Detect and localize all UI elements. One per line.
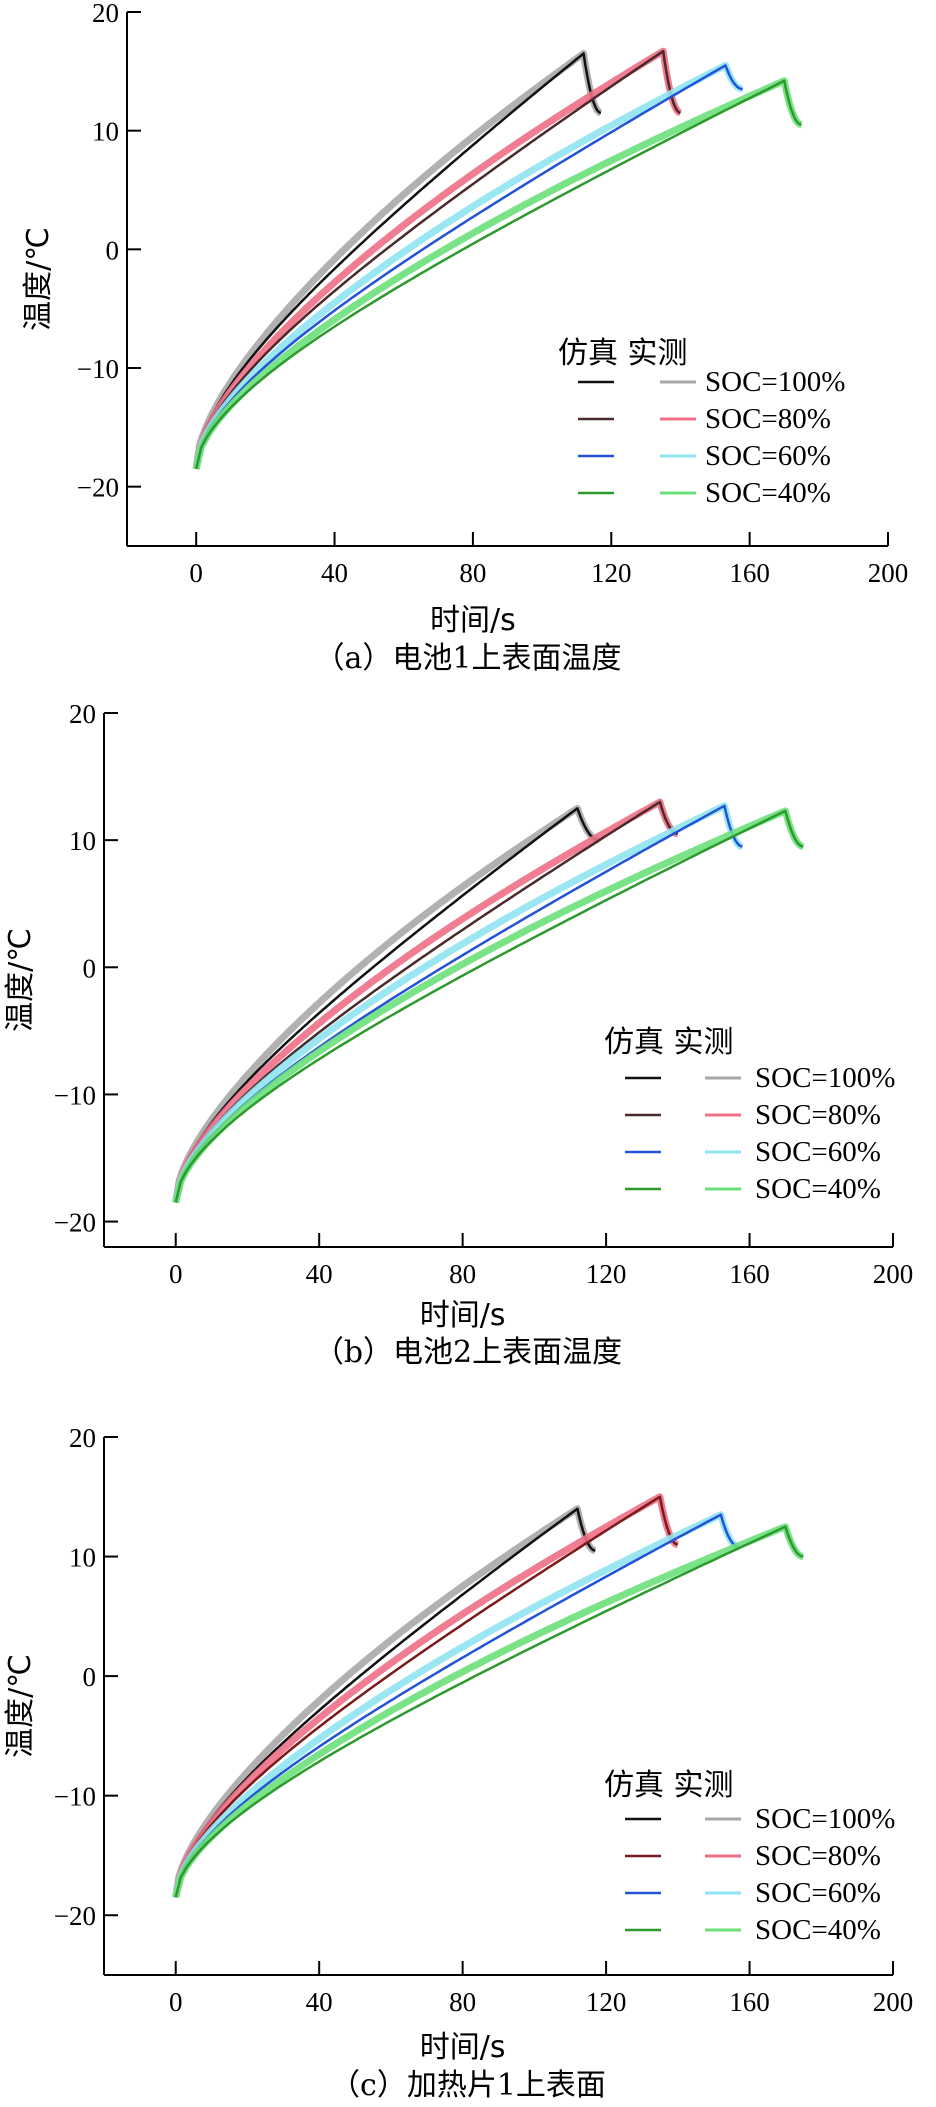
series-simulated-line [194,52,602,470]
series-simulated-line [174,800,679,1203]
x-tick-label: 160 [729,558,770,588]
x-tick-label: 40 [306,1259,333,1289]
y-axis-label: 温度/℃ [3,928,38,1032]
y-tick-label: 10 [69,1543,96,1573]
series-measured-line [192,61,745,470]
series-measured-line [172,804,601,1204]
x-tick-label: 120 [586,1259,627,1289]
series-measured-line [172,1511,741,1899]
y-tick-label: 10 [69,826,96,856]
y-tick-label: 20 [69,1423,96,1453]
series-simulated-line [174,807,600,1203]
y-tick-label: −10 [77,354,119,384]
x-axis-label: 时间/s [420,1298,506,1333]
x-tick-label: 200 [873,1987,914,2017]
x-axis-label: 时间/s [430,603,516,638]
series-simulated-line [194,64,743,470]
series-simulated-line [174,809,804,1203]
x-tick-label: 0 [189,558,203,588]
series-measured-line [192,50,603,470]
series-simulated-line [174,1525,804,1898]
x-tick-label: 40 [321,558,348,588]
legend-entry-label: SOC=60% [755,1877,881,1909]
legend-entry-label: SOC=80% [705,403,831,435]
panel-caption: （a）电池1上表面温度 [315,641,622,676]
series-simulated-line [194,49,681,470]
panel-caption: （b）电池2上表面温度 [314,1335,622,1370]
y-axis-label: 温度/℃ [3,1654,38,1758]
y-tick-label: −10 [54,1782,96,1812]
series-measured-line [172,807,805,1204]
series-measured-line [172,1505,597,1898]
y-tick-label: 10 [92,117,119,147]
x-tick-label: 200 [868,558,909,588]
y-tick-label: 0 [83,953,97,983]
legend-header: 仿真 实测 [604,1025,734,1060]
y-tick-label: 20 [92,0,119,28]
x-tick-label: 0 [169,1987,183,2017]
x-tick-label: 160 [729,1987,770,2017]
y-tick-label: 20 [69,699,96,729]
legend-entry-label: SOC=40% [755,1173,881,1205]
series-measured-line [172,1523,805,1899]
legend-header: 仿真 实测 [558,336,688,371]
x-tick-label: 200 [873,1259,914,1289]
legend-entry-label: SOC=60% [755,1136,881,1168]
series-simulated-line [194,79,802,470]
x-tick-label: 80 [459,558,486,588]
legend-entry-label: SOC=100% [705,366,845,398]
x-tick-label: 120 [591,558,632,588]
legend-entry-label: SOC=60% [705,440,831,472]
series-simulated-line [174,1507,596,1898]
series-simulated-line [174,1495,679,1898]
series-measured-line [172,798,680,1204]
panel-caption: （c）加热片1上表面 [330,2068,606,2103]
legend-entry-label: SOC=80% [755,1099,881,1131]
y-axis-label: 温度/℃ [21,227,56,331]
series-simulated-line [174,1513,740,1898]
x-tick-label: 40 [306,1987,333,2017]
legend-header: 仿真 实测 [604,1768,734,1803]
legend-entry-label: SOC=40% [755,1914,881,1946]
y-tick-label: −10 [54,1080,96,1110]
series-measured-line [172,1493,680,1898]
series-measured-line [172,802,745,1204]
x-tick-label: 160 [729,1259,770,1289]
y-tick-label: 0 [83,1662,97,1692]
x-tick-label: 80 [449,1987,476,2017]
legend-entry-label: SOC=100% [755,1803,895,1835]
x-axis-label: 时间/s [420,2030,506,2065]
series-measured-line [192,77,804,470]
x-tick-label: 80 [449,1259,476,1289]
x-tick-label: 120 [586,1987,627,2017]
series-measured-line [192,47,683,470]
y-tick-label: −20 [77,473,119,503]
legend-entry-label: SOC=40% [705,477,831,509]
legend-entry-label: SOC=80% [755,1840,881,1872]
y-tick-label: −20 [54,1901,96,1931]
x-tick-label: 0 [169,1259,183,1289]
legend-entry-label: SOC=100% [755,1062,895,1094]
y-tick-label: 0 [106,235,120,265]
y-tick-label: −20 [54,1208,96,1238]
